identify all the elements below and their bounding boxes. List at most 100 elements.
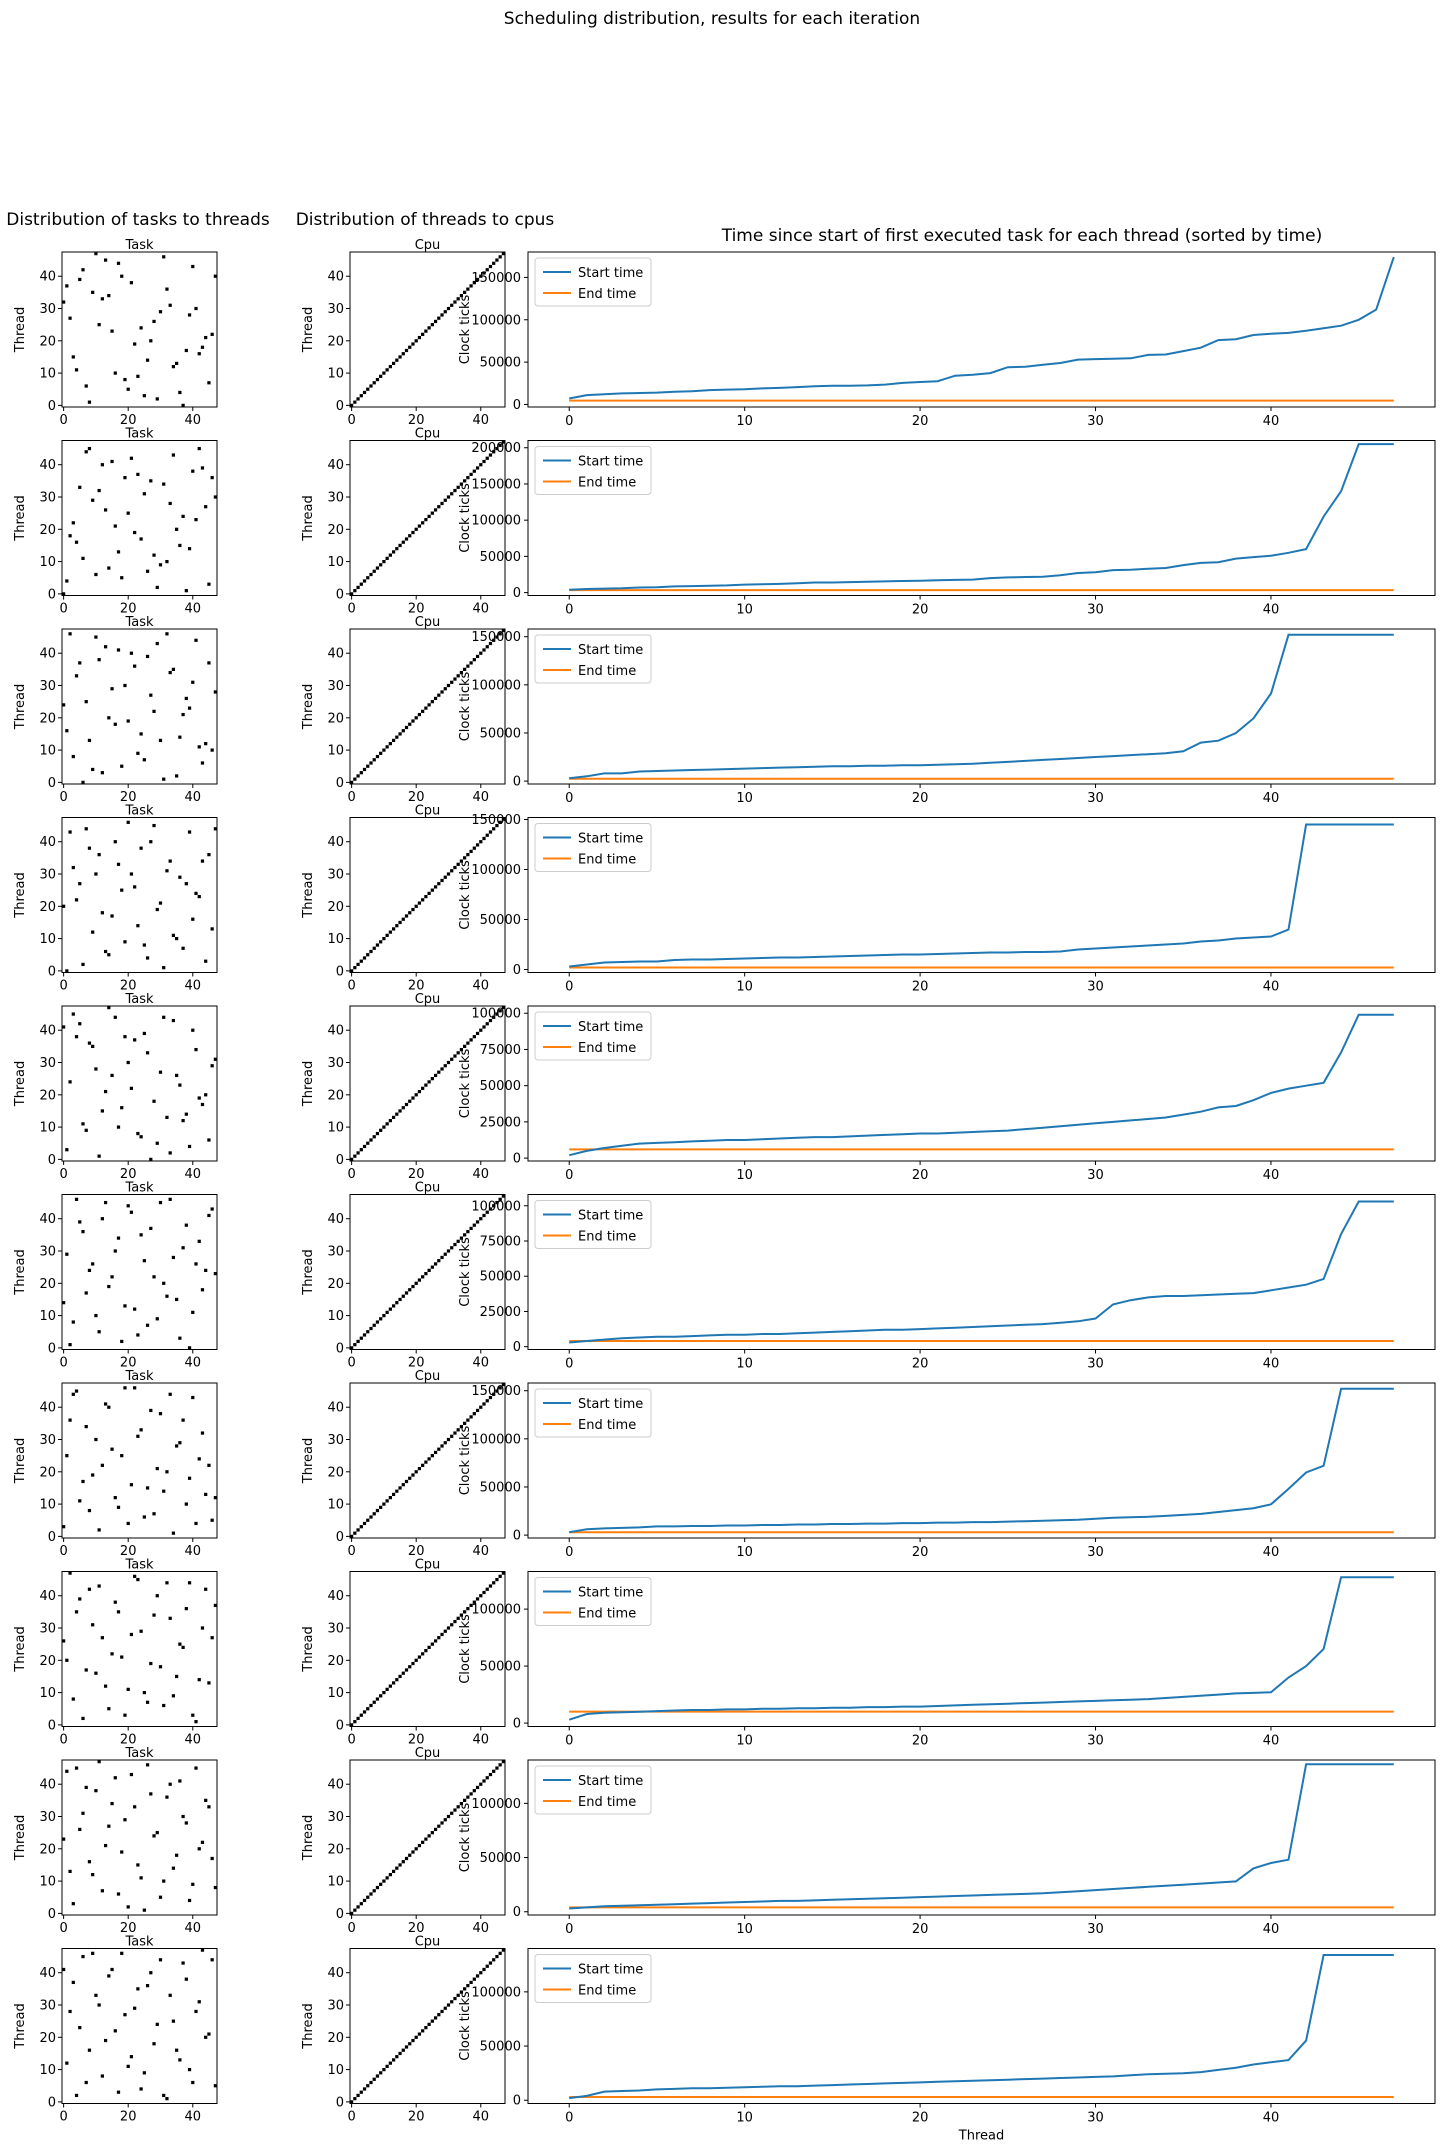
task-cell <box>184 1977 188 1981</box>
time-x-tick-label: 20 <box>912 1734 929 1749</box>
task-cell <box>145 358 150 362</box>
task-cell <box>175 2048 179 2052</box>
task-y-tick-label: 40 <box>39 1589 56 1604</box>
cpu-y-tick-label: 30 <box>327 1245 344 1260</box>
task-cell <box>175 1853 179 1857</box>
task-cell <box>94 252 98 256</box>
cpu-cell <box>472 1035 476 1039</box>
cpu-x-tick-label: 40 <box>473 979 490 994</box>
task-cell <box>133 1805 137 1809</box>
cpu-cell <box>385 1122 389 1126</box>
time-x-tick-label: 0 <box>565 1922 573 1937</box>
iteration-row: Task 0 20 40 0 10 20 30 40 Thread Cpu 0 20 40 0 10 20 30 4… <box>13 1181 1436 1372</box>
cpu-cell <box>479 840 483 844</box>
task-cell <box>142 943 146 947</box>
task-cell <box>97 1760 101 1764</box>
task-y-tick-label: 30 <box>39 1056 56 1071</box>
cpu-cell <box>421 332 425 336</box>
time-chart-frame <box>527 1382 1436 1539</box>
cpu-cell <box>408 1665 412 1669</box>
time-x-tick-label: 10 <box>736 1922 753 1937</box>
legend: Start time End time <box>534 1765 652 1815</box>
task-x-tick-label: 40 <box>185 1544 202 1559</box>
task-cell <box>210 1636 214 1640</box>
task-cell <box>178 1083 182 1087</box>
start-time-line <box>569 256 1395 400</box>
task-cell <box>142 1259 146 1263</box>
cpu-axis-label: Cpu <box>415 1369 441 1384</box>
cpu-y-tick-label: 30 <box>327 1622 344 1637</box>
cpu-y-tick-label: 10 <box>327 1121 344 1136</box>
time-y-tick-label: 150000 <box>471 1384 521 1399</box>
task-cell <box>145 1051 150 1055</box>
task-cell <box>91 1473 95 1477</box>
task-cell <box>181 514 185 518</box>
task-cell <box>81 1479 85 1484</box>
time-y-tick-label: 100000 <box>471 1603 521 1618</box>
task-cell <box>97 1584 101 1588</box>
legend: Start time End time <box>534 634 652 684</box>
cpu-cell <box>466 1041 470 1045</box>
task-cell <box>210 1958 214 1962</box>
task-y-axis-label: Thread <box>13 1438 28 1484</box>
cpu-cell <box>408 722 412 726</box>
task-cell <box>207 582 211 586</box>
task-cell <box>165 287 169 291</box>
cpu-cell <box>414 527 418 531</box>
cpu-cell <box>430 1831 434 1835</box>
task-cell <box>178 390 182 395</box>
time-y-tick-label: 150000 <box>471 630 521 645</box>
task-cell <box>84 827 88 831</box>
cpu-cell <box>453 1431 457 1435</box>
cpu-cell <box>446 1626 451 1630</box>
task-y-tick-label: 20 <box>39 900 56 915</box>
cpu-cell <box>379 1694 383 1698</box>
task-cell <box>145 1700 150 1704</box>
task-cell <box>158 1958 163 1962</box>
time-y-tick-label: 50000 <box>480 2040 521 2055</box>
task-cell <box>71 355 75 359</box>
cpu-cell <box>430 1642 434 1646</box>
cpu-cell <box>495 258 499 262</box>
task-cell <box>213 1885 217 1890</box>
cpu-cell <box>472 1412 476 1416</box>
cpu-y-tick-label: 40 <box>327 1401 344 1416</box>
cpu-cell <box>395 358 399 362</box>
task-y-axis-label: Thread <box>13 1626 28 1672</box>
task-cell <box>94 872 98 876</box>
task-cell <box>152 2042 156 2046</box>
iteration-row: Task 0 20 40 0 10 20 30 40 Thread Cpu 0 20 40 0 10 20 30 4… <box>13 1935 1436 2144</box>
cpu-cell <box>424 1837 428 1841</box>
cpu-cell <box>362 2087 367 2091</box>
cpu-cell <box>356 1151 360 1155</box>
task-cell <box>110 459 114 464</box>
task-x-tick-label: 20 <box>120 979 137 994</box>
task-cell <box>68 1080 72 1084</box>
time-x-tick-label: 10 <box>736 791 753 806</box>
cpu-cell <box>430 700 434 704</box>
task-cell <box>100 2074 104 2078</box>
cpu-cell <box>427 514 431 518</box>
task-cell <box>204 1798 208 1802</box>
cpu-cell <box>456 862 460 866</box>
time-y-tick-label: 150000 <box>471 477 521 492</box>
cpu-cell <box>414 1847 418 1851</box>
cpu-cell <box>440 878 444 883</box>
time-x-tick-label: 30 <box>1087 1734 1104 1749</box>
cpu-cell <box>440 1821 444 1825</box>
cpu-cell <box>475 466 480 470</box>
cpu-cell <box>359 1713 363 1717</box>
cpu-cell <box>391 1492 396 1497</box>
cpu-cell <box>424 895 428 899</box>
task-x-tick-label: 20 <box>120 1733 137 1748</box>
time-chart-frame <box>527 251 1436 408</box>
cpu-cell <box>488 1395 493 1400</box>
cpu-cell <box>375 1131 380 1136</box>
task-cell <box>200 761 205 765</box>
cpu-cell <box>475 1031 480 1036</box>
time-x-tick-label: 0 <box>565 980 573 995</box>
task-axis-label: Task <box>124 1935 154 1950</box>
task-cell <box>207 1805 211 1809</box>
cpu-cell <box>372 1700 376 1704</box>
task-cell <box>81 962 85 967</box>
